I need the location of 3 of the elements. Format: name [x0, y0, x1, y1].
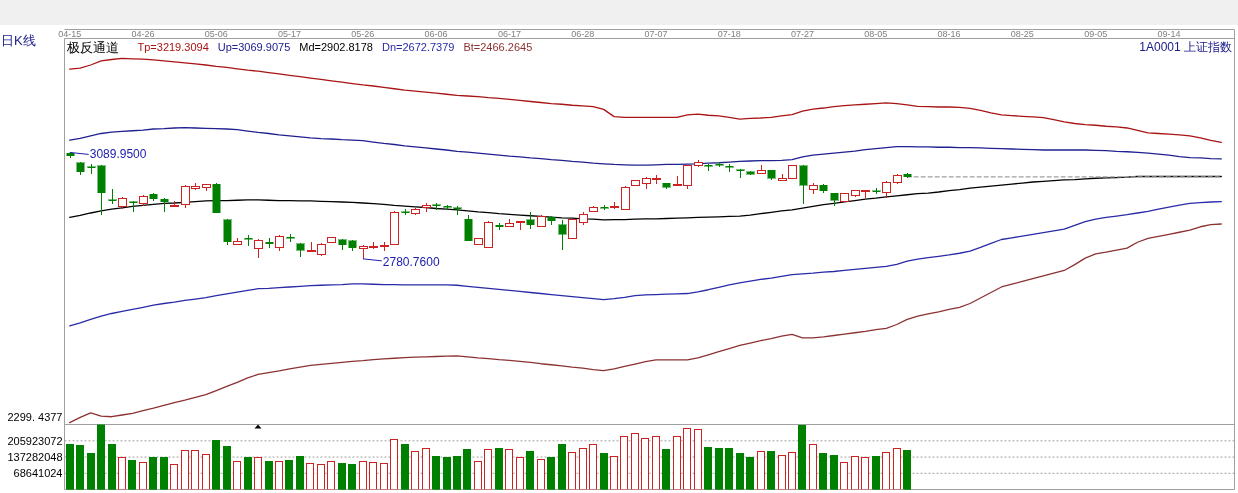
chart-title: 1A0001 上证指数 — [1139, 40, 1232, 54]
chart-subtitle: 日K线 — [1, 32, 36, 48]
legend-title: 极反通道 — [65, 39, 119, 55]
